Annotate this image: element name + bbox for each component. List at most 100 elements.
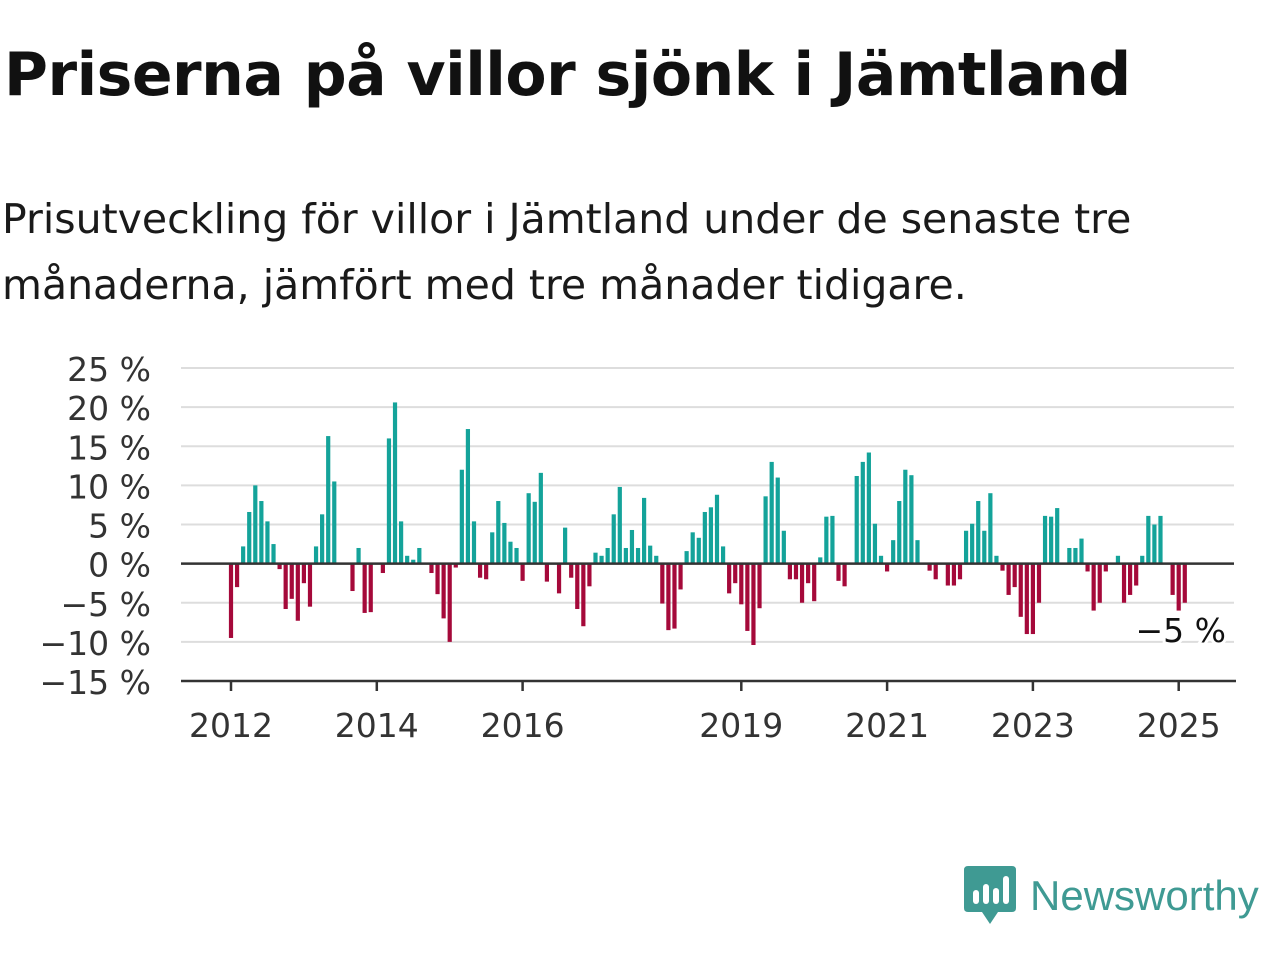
- bar: [933, 563, 938, 580]
- bar: [836, 563, 841, 581]
- bar: [429, 563, 434, 574]
- bar: [295, 563, 300, 621]
- bar: [465, 429, 471, 564]
- bar: [326, 436, 331, 564]
- bar: [1049, 516, 1054, 564]
- bar: [648, 545, 653, 564]
- bar: [508, 541, 513, 564]
- bar: [806, 563, 811, 584]
- bar: [581, 563, 586, 627]
- bar: [556, 563, 562, 594]
- bar: [690, 532, 695, 564]
- bar: [265, 521, 270, 564]
- bar: [793, 563, 799, 580]
- bar: [471, 521, 477, 564]
- bar: [927, 563, 932, 571]
- bar: [714, 494, 720, 564]
- bar: [751, 563, 756, 646]
- bar: [1103, 563, 1108, 572]
- bar: [909, 475, 914, 564]
- bar: [1073, 547, 1078, 564]
- page-title: Priserna på villor sjönk i Jämtland: [4, 40, 1131, 110]
- bar: [496, 501, 501, 564]
- bars: [228, 402, 1187, 646]
- bar: [277, 563, 282, 570]
- bar: [799, 563, 805, 603]
- bar: [982, 530, 987, 564]
- x-tick-label: 2023: [991, 706, 1075, 745]
- bar: [866, 452, 871, 564]
- bar: [763, 496, 768, 564]
- bar: [1152, 524, 1157, 564]
- bar: [350, 563, 355, 592]
- bar: [587, 563, 592, 587]
- bar: [514, 547, 519, 564]
- bar: [1140, 555, 1145, 564]
- bar: [963, 530, 969, 564]
- bar: [872, 523, 878, 564]
- bar: [891, 540, 896, 564]
- bar: [878, 555, 884, 564]
- bar: [1134, 563, 1139, 586]
- bar: [575, 563, 580, 610]
- y-tick-label: −10 %: [40, 624, 152, 663]
- bar: [1085, 563, 1090, 572]
- bar: [666, 563, 671, 631]
- bar: [635, 547, 641, 564]
- bar: [405, 555, 410, 564]
- bar: [228, 563, 234, 638]
- bar: [1018, 563, 1023, 617]
- bar: [1097, 563, 1102, 603]
- bar: [957, 563, 963, 580]
- bar: [399, 521, 404, 564]
- bar: [702, 511, 707, 564]
- x-tick-label: 2021: [845, 706, 929, 745]
- bar: [283, 563, 288, 610]
- bar: [356, 547, 361, 564]
- bar: [563, 527, 568, 564]
- y-tick-label: 0 %: [88, 546, 151, 585]
- x-tick-label: 2016: [481, 706, 565, 745]
- bar: [757, 563, 762, 609]
- bar: [787, 563, 792, 580]
- bar: [435, 563, 440, 595]
- bar: [897, 501, 902, 564]
- bar: [745, 563, 750, 631]
- bar: [307, 563, 313, 607]
- brand-logo[interactable]: Newsworthy: [964, 864, 1259, 928]
- bar: [611, 514, 616, 564]
- last-value-annotation: −5 %: [1136, 611, 1227, 650]
- bar-chart: 25 %20 %15 %10 %5 %0 %−5 %−10 %−15 % 201…: [40, 350, 1236, 745]
- bar: [903, 469, 908, 564]
- y-tick-label: −15 %: [40, 663, 152, 702]
- bar: [332, 481, 337, 564]
- bar: [1079, 538, 1084, 564]
- bar: [502, 522, 507, 564]
- bar: [417, 547, 422, 564]
- bar: [642, 497, 647, 564]
- bar: [1170, 563, 1175, 595]
- bar: [234, 563, 240, 588]
- y-tick-label: 20 %: [67, 389, 151, 428]
- x-tick-label: 2012: [189, 706, 273, 745]
- bar: [885, 563, 890, 572]
- bar: [678, 563, 683, 590]
- bar: [459, 469, 464, 564]
- bar: [781, 530, 786, 564]
- bar: [411, 559, 416, 564]
- bar: [623, 547, 628, 564]
- bar: [1182, 563, 1187, 603]
- bar: [854, 475, 859, 564]
- y-tick-label: 25 %: [67, 350, 151, 389]
- bar: [1146, 515, 1151, 564]
- bar: [289, 563, 294, 599]
- bar: [672, 563, 677, 629]
- bar: [1158, 515, 1163, 564]
- x-axis-labels: 2012 2014 2016 2019 2021 2023 2025: [189, 681, 1221, 745]
- bar: [1121, 563, 1127, 603]
- bar: [392, 402, 398, 564]
- bar: [362, 563, 367, 613]
- bar: [988, 493, 993, 564]
- bar: [1115, 555, 1121, 564]
- bar: [271, 544, 276, 564]
